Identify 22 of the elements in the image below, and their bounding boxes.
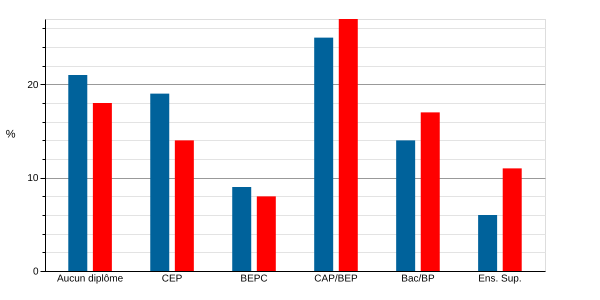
x-tick-label: Ens. Sup. — [478, 274, 522, 284]
y-tick-label: 0 — [32, 266, 39, 278]
y-tick-label: 10 — [27, 173, 39, 184]
x-tick-label: CAP/BEP — [314, 274, 358, 284]
bar — [478, 215, 498, 271]
x-tick-label: BEPC — [240, 274, 268, 284]
bar — [92, 103, 112, 271]
bar — [150, 94, 170, 271]
bar — [502, 168, 522, 271]
bar — [338, 19, 358, 271]
x-tick-label: CEP — [162, 274, 183, 284]
bar — [68, 75, 88, 271]
bar — [174, 140, 194, 271]
bar — [420, 112, 440, 271]
bar — [256, 196, 276, 271]
y-axis-title: % — [6, 128, 16, 140]
y-tick-label: 20 — [27, 80, 39, 91]
bar — [314, 38, 334, 271]
x-tick-label: Aucun diplôme — [57, 274, 124, 284]
bar — [396, 140, 416, 271]
x-tick-label: Bac/BP — [401, 274, 435, 284]
bar — [232, 187, 252, 271]
